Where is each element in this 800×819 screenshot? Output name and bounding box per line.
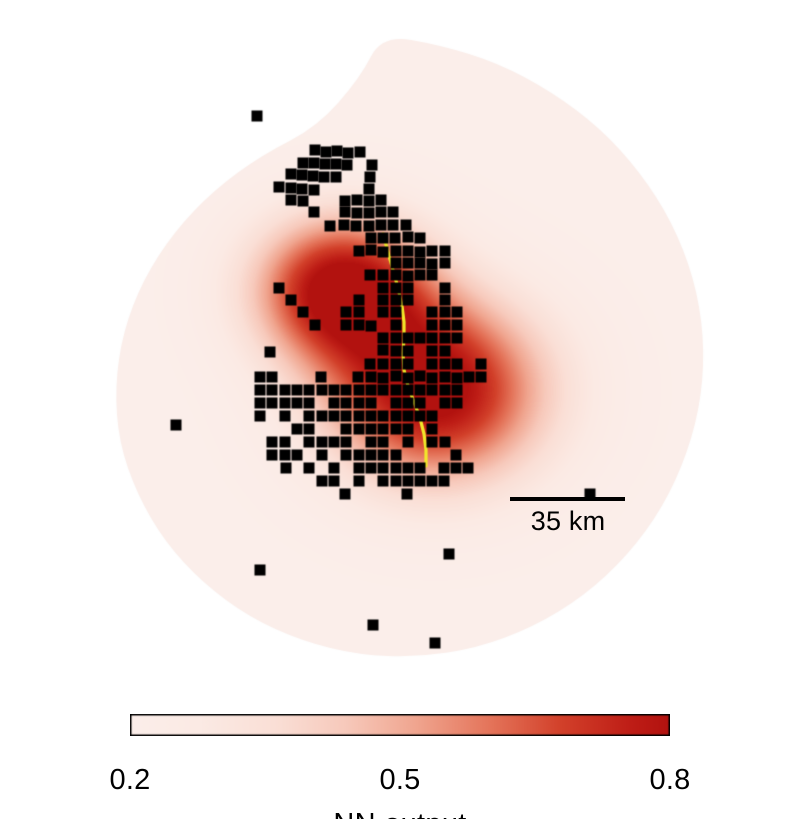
colorbar-tick-min: 0.2 — [110, 764, 151, 797]
scale-bar — [510, 497, 625, 501]
colorbar-axis-label: NN output — [333, 808, 466, 819]
colorbar-tick-mid: 0.5 — [380, 764, 421, 797]
scale-bar-label: 35 km — [531, 506, 606, 537]
nn-output-heatmap — [0, 0, 800, 819]
colorbar-tick-max: 0.8 — [650, 764, 691, 797]
colorbar: 0.2 0.5 0.8 NN output — [130, 714, 670, 819]
